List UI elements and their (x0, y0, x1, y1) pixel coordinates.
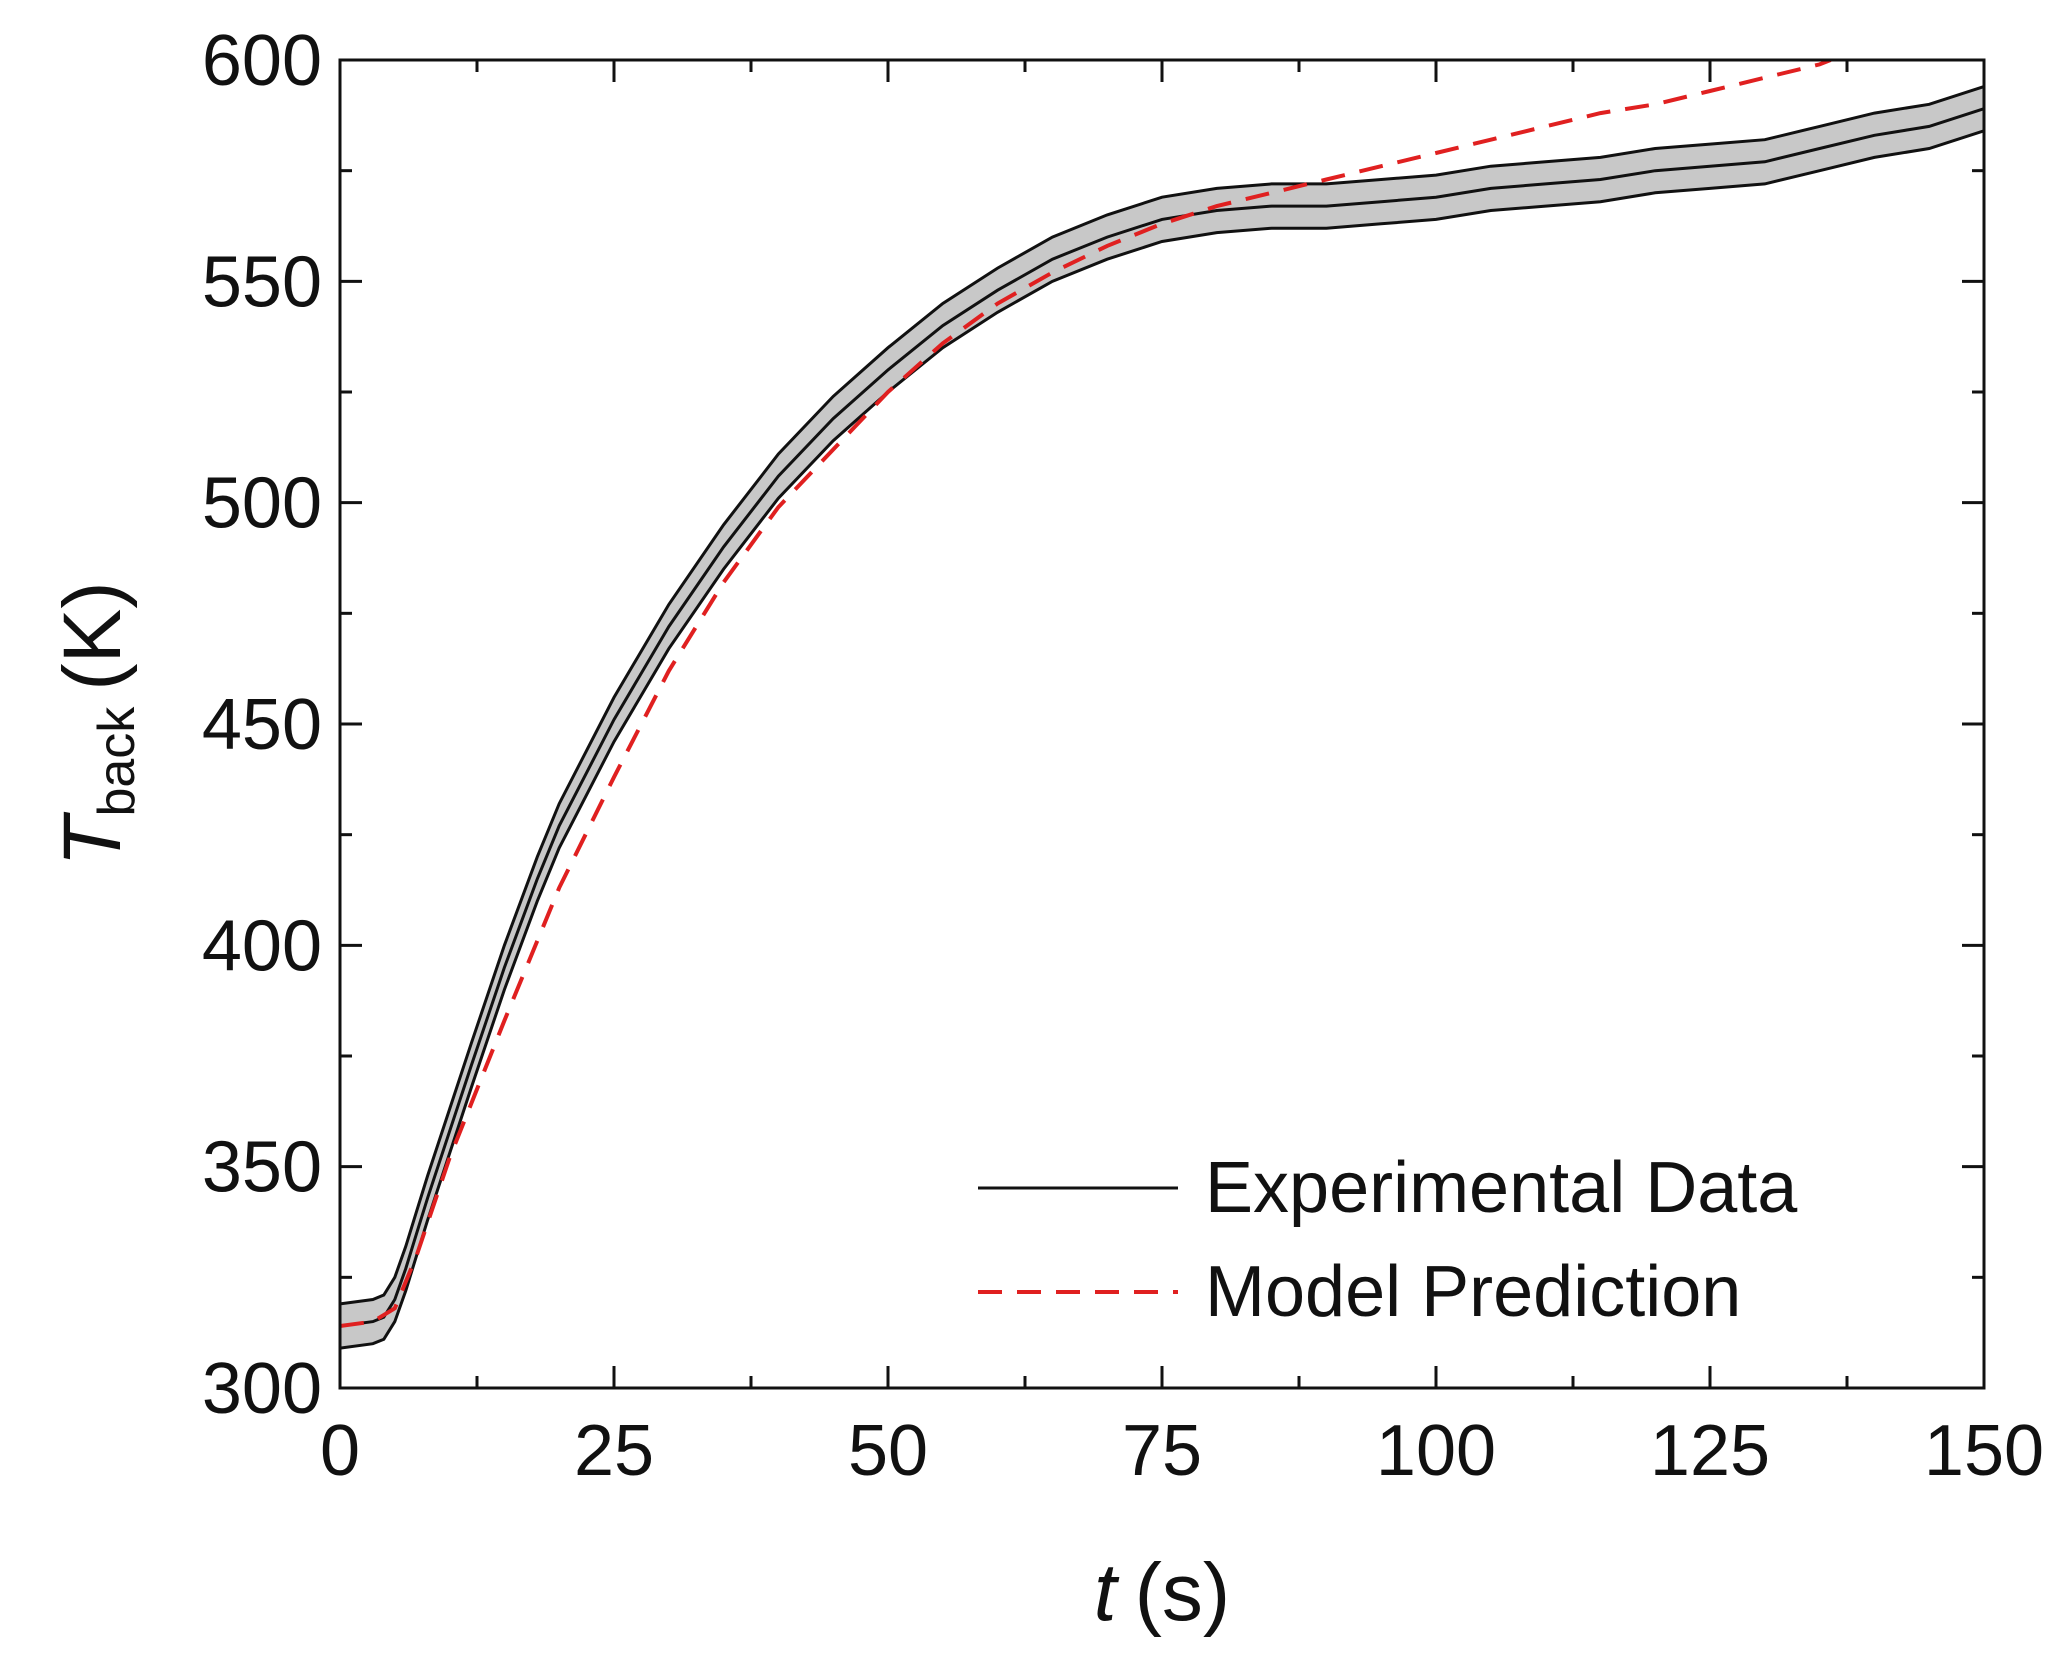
y-tick-label: 350 (202, 1128, 322, 1208)
model-prediction-line (340, 60, 1832, 1328)
y-tick-label: 500 (202, 464, 322, 544)
y-tick-label: 550 (202, 242, 322, 322)
x-tick-label: 100 (1376, 1411, 1496, 1491)
y-tick-label: 600 (202, 21, 322, 101)
legend: Experimental Data Model Prediction (978, 1148, 1798, 1332)
y-tick-label: 450 (202, 685, 322, 765)
y-axis-title: Tback (K) (47, 581, 146, 866)
x-tick-label: 50 (848, 1411, 928, 1491)
y-axis-subscript: back (88, 706, 146, 817)
x-tick-label: 75 (1122, 1411, 1202, 1491)
x-axis-unit: (s) (1135, 1547, 1231, 1638)
legend-label-experimental: Experimental Data (1205, 1148, 1798, 1228)
y-tick-label: 300 (202, 1349, 322, 1429)
x-tick-label: 0 (320, 1411, 360, 1491)
x-tick-label: 125 (1650, 1411, 1770, 1491)
experimental-upper-bound-line (340, 85, 1984, 1306)
y-axis-variable: T (47, 812, 138, 867)
y-axis-unit: (K) (47, 581, 138, 690)
y-tick-label: 400 (202, 906, 322, 986)
legend-label-model: Model Prediction (1205, 1252, 1741, 1332)
series-layer (340, 60, 1984, 1350)
x-axis-title: t (s) (1094, 1547, 1230, 1638)
experimental-data-line (340, 107, 1984, 1328)
ticks-layer: 0 25 50 75 100 125 150 300 350 400 450 500 550 600 (202, 21, 2044, 1491)
x-tick-label: 150 (1924, 1411, 2044, 1491)
x-tick-label: 25 (574, 1411, 654, 1491)
x-axis-variable: t (1094, 1547, 1120, 1638)
